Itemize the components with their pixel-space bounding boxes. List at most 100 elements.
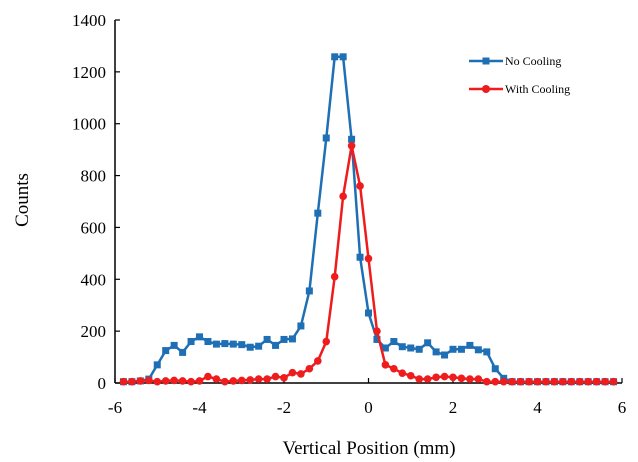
data-point [390,338,398,346]
data-point [457,345,465,353]
data-point [601,377,609,386]
data-point [347,141,356,150]
data-point [187,377,195,386]
legend-marker-no-cooling [482,57,490,65]
data-point [567,377,576,386]
data-point [449,345,457,353]
data-point [398,369,407,377]
data-point [280,374,288,382]
legend-label-with-cooling: With Cooling [505,82,570,96]
data-point [373,335,381,343]
data-point [424,339,432,347]
data-point [440,372,449,381]
y-tick-label: 1200 [72,63,106,82]
data-point [161,377,170,385]
data-point [592,377,601,386]
data-point [237,376,246,385]
data-point [415,345,423,353]
y-tick-labels: 0 200 400 600 800 1000 1200 1400 [72,11,106,393]
y-tick-label: 600 [81,218,107,237]
data-point [407,344,415,352]
data-point [466,375,474,383]
data-point [330,272,339,281]
y-tick-label: 1400 [72,11,106,30]
data-point [516,377,525,386]
data-point [331,53,339,61]
data-point [339,192,347,201]
data-point [119,377,128,386]
series-no-cooling [119,53,618,386]
data-point [449,373,457,382]
data-point [406,371,415,380]
data-point [204,372,212,381]
data-point [348,135,356,143]
y-tick-label: 0 [98,374,107,393]
data-point [178,377,187,385]
y-axis-title: Counts [12,173,33,227]
data-point [575,377,584,386]
data-point [525,377,533,386]
data-point [136,377,145,385]
data-point [212,340,220,348]
legend-label-no-cooling: No Cooling [505,54,561,68]
data-point [364,254,373,263]
data-point [398,343,406,351]
data-point [280,335,288,343]
data-point [322,337,331,346]
y-tick-label: 1000 [72,115,106,134]
data-point [204,338,212,346]
series-line-with-cooling [123,144,614,383]
data-point [305,364,314,373]
data-point [254,375,263,383]
data-point [255,342,263,350]
data-point [288,335,296,343]
data-point [153,361,161,369]
data-point [415,375,424,383]
data-point [271,372,280,381]
data-point [246,343,254,351]
data-point [128,377,136,386]
data-point [221,340,229,348]
data-point [609,377,618,386]
data-point [432,348,440,356]
data-point [499,377,508,386]
x-axis-title: Vertical Position (mm) [282,438,455,459]
data-point [356,182,364,190]
data-point [457,374,466,383]
data-point [229,377,238,385]
y-tick-label: 400 [81,270,107,289]
data-point [314,357,322,365]
data-point [297,370,305,378]
data-point [187,338,195,346]
data-point [229,340,237,348]
data-point [305,287,313,295]
x-tick-label: 4 [533,398,542,417]
data-point [246,376,254,384]
x-tick-label: -4 [192,398,207,417]
data-point [196,333,203,341]
legend: No Cooling With Cooling [469,54,570,96]
data-point [381,344,389,352]
data-point [170,341,178,349]
data-point [314,209,322,217]
data-point [162,347,170,355]
data-point [584,377,592,386]
data-point [145,376,153,385]
data-point [272,341,280,349]
data-point [339,53,347,61]
data-point [179,348,187,356]
data-point [288,368,297,377]
x-tick-label: 6 [618,398,627,417]
data-point [441,351,449,359]
data-point [483,377,491,386]
data-point [533,377,542,386]
data-point [390,364,398,373]
x-tick-label: 0 [364,398,373,417]
data-point [559,377,567,386]
data-point [423,375,432,383]
data-point [263,375,271,383]
data-point [508,377,516,386]
data-point [212,375,221,383]
data-point [238,341,246,349]
